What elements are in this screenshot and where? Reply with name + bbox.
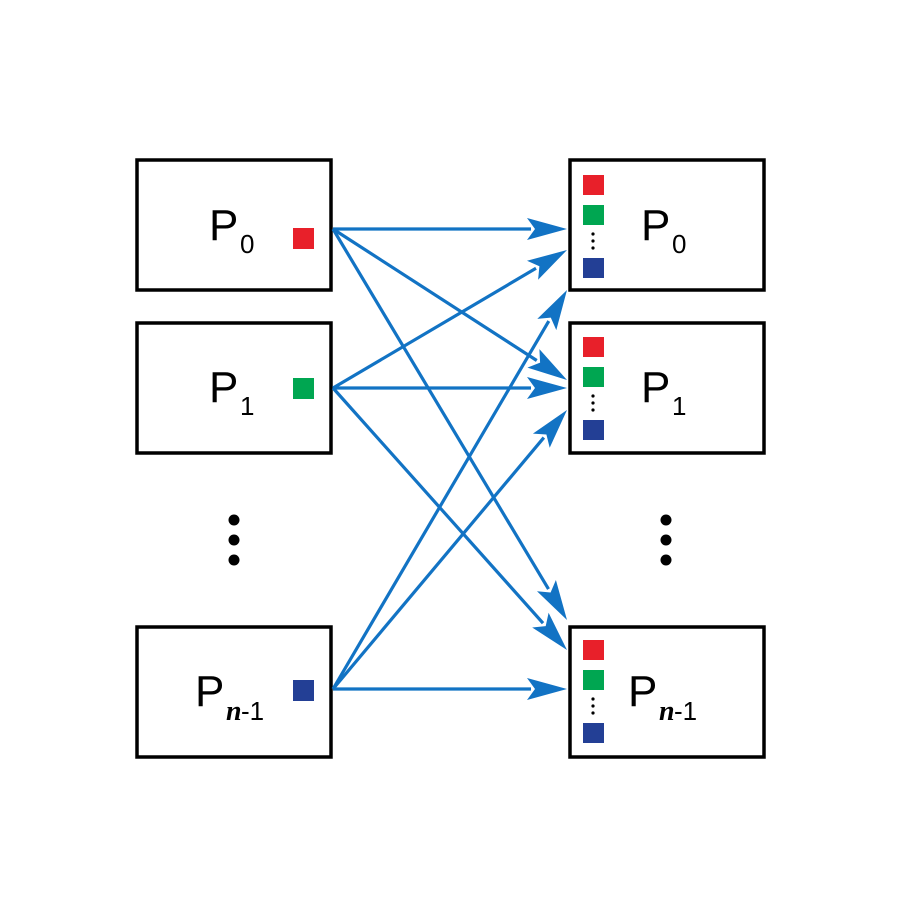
right-p0-subscript: 0 — [672, 229, 686, 259]
arrow-p1-to-pn — [331, 386, 545, 625]
arrow-pn-to-p0-arrowhead-icon — [537, 290, 567, 331]
left-pn-label: P — [195, 667, 224, 716]
right-p1-ellipsis-dot — [591, 394, 595, 398]
arrow-pn-to-p1 — [331, 436, 546, 691]
right-pn-ellipsis-dot — [591, 697, 595, 701]
right-p0-stack — [583, 175, 604, 278]
left-p0-square-icon — [293, 228, 314, 249]
left-pn-subscript-var: n — [226, 696, 242, 727]
right-p0-red-square-icon — [583, 175, 604, 195]
right-p1-stack — [583, 337, 604, 440]
arrow-connections — [331, 218, 567, 700]
arrow-p0-to-p1 — [332, 227, 538, 362]
right-pn-red-square-icon — [583, 640, 604, 660]
arrow-pn-to-pn-arrowhead-icon — [527, 678, 567, 700]
arrow-p1-to-p0 — [332, 266, 537, 390]
right-p1-ellipsis-dot — [591, 408, 595, 412]
right-p0-label: P — [641, 201, 670, 250]
right-p1-red-square-icon — [583, 337, 604, 357]
arrow-p0-to-p1-arrowhead-icon — [527, 349, 567, 380]
left-pn-square-icon — [293, 680, 314, 701]
right-pn-ellipsis-dot — [591, 704, 595, 708]
right-pn-stack — [583, 640, 604, 743]
arrow-p1-to-p0-arrowhead-icon — [527, 250, 567, 280]
left-pn-subscript-rest: -1 — [241, 696, 264, 726]
right-pn-green-square-icon — [583, 670, 604, 690]
right-vertical-ellipsis-icon — [660, 514, 672, 566]
right-pn-subscript-var: n — [659, 696, 675, 727]
arrow-pn-to-p0 — [331, 320, 551, 690]
arrow-p1-to-pn-arrowhead-icon — [532, 612, 567, 650]
right-p1-ellipsis-dot — [591, 401, 595, 405]
left-p0-label: P — [209, 201, 238, 250]
arrow-p0-to-pn-arrowhead-icon — [537, 580, 567, 620]
arrow-p0-to-p0-arrowhead-icon — [527, 218, 567, 240]
left-p1-square-icon — [293, 378, 314, 399]
left-box-p0 — [135, 158, 333, 292]
right-p0-blue-square-icon — [583, 258, 604, 278]
arrow-p1-to-p1-arrowhead-icon — [527, 377, 567, 399]
left-p1-label: P — [209, 363, 238, 412]
left-vertical-ellipsis-icon — [228, 514, 240, 566]
right-pn-subscript-rest: -1 — [674, 696, 697, 726]
right-pn-ellipsis-dot — [591, 711, 595, 715]
right-p1-blue-square-icon — [583, 420, 604, 440]
right-p0-ellipsis-dot — [591, 246, 595, 250]
right-p0-ellipsis-dot — [591, 232, 595, 236]
arrow-pn-to-p1-arrowhead-icon — [532, 410, 567, 448]
right-pn-label: P — [628, 667, 657, 716]
right-p0-ellipsis-dot — [591, 239, 595, 243]
right-pn-blue-square-icon — [583, 723, 604, 743]
right-p1-label: P — [641, 363, 670, 412]
arrow-p0-to-pn — [331, 228, 550, 590]
left-p1-subscript: 1 — [240, 391, 254, 421]
right-p1-green-square-icon — [583, 367, 604, 387]
right-p1-subscript: 1 — [672, 391, 686, 421]
right-p0-green-square-icon — [583, 205, 604, 225]
left-p0-subscript: 0 — [240, 229, 254, 259]
